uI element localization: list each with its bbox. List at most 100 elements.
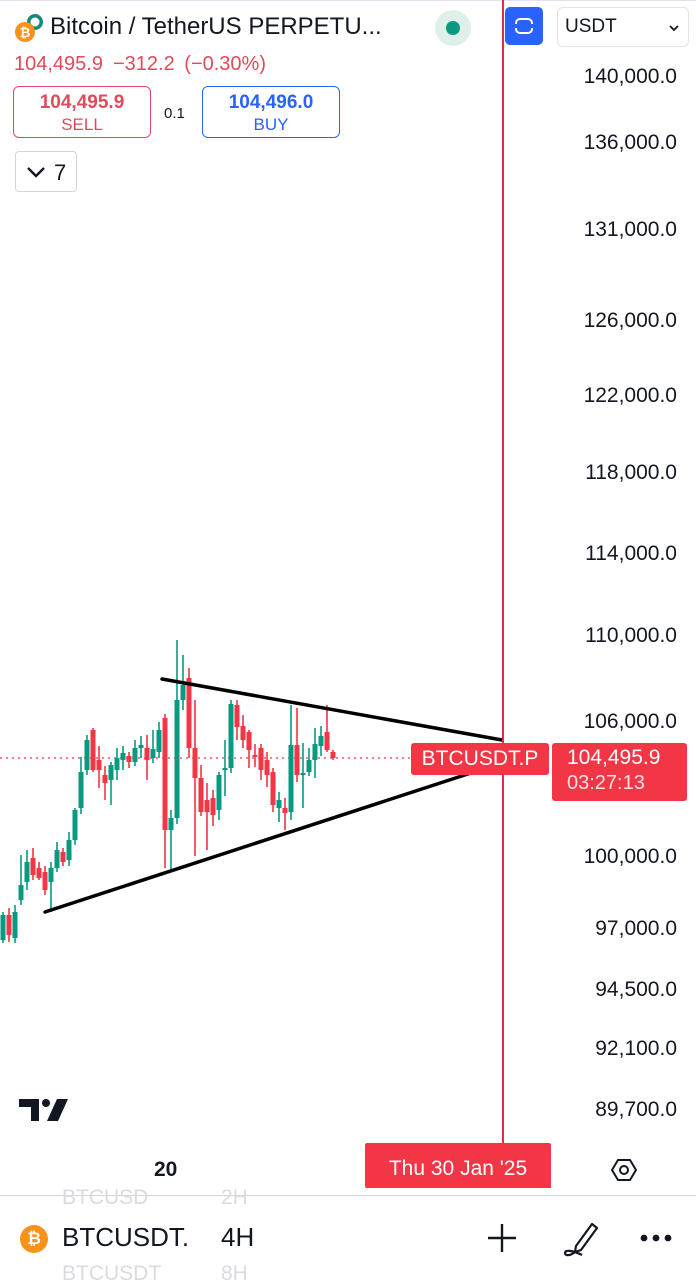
candle [162, 714, 168, 868]
candle [198, 765, 204, 816]
bitcoin-icon: ₿ [20, 1225, 48, 1253]
candle [312, 728, 318, 778]
candle [234, 700, 240, 740]
candle [78, 757, 84, 814]
bar-countdown: 03:27:13 [567, 772, 645, 794]
candle [132, 740, 138, 766]
candle [126, 752, 132, 768]
candle [108, 762, 114, 805]
candle [210, 790, 216, 826]
candle [90, 728, 96, 772]
candle [300, 743, 306, 808]
buy-price: 104,496.0 [228, 92, 314, 113]
chevron-down-icon [669, 25, 679, 32]
candle [168, 810, 174, 870]
price-axis-label: 89,700.0 [595, 1098, 677, 1121]
candle [216, 772, 222, 820]
candle [222, 740, 228, 796]
top-border [0, 0, 696, 1]
crosshair-date-tag: Thu 30 Jan '25 [365, 1143, 551, 1188]
currency-select[interactable]: USDT [557, 7, 689, 47]
price-axis-label: 126,000.0 [583, 309, 677, 332]
indicators-toggle-button[interactable]: 7 [15, 151, 77, 192]
candle [24, 850, 30, 890]
candle [270, 768, 276, 812]
sell-price: 104,495.9 [39, 92, 125, 113]
price-axis-label: 114,000.0 [585, 542, 677, 565]
candle [84, 735, 90, 775]
price-axis-label: 136,000.0 [583, 131, 677, 154]
candle [54, 842, 60, 872]
svg-text:₿: ₿ [20, 25, 31, 40]
price-axis-label: 100,000.0 [583, 845, 677, 868]
candle [60, 848, 66, 866]
market-open-dot-icon [446, 21, 460, 35]
price-axis-label: 97,000.0 [595, 917, 677, 940]
sell-button[interactable]: 104,495.9 SELL [13, 86, 151, 138]
candle [12, 905, 18, 943]
drawing-pen-icon[interactable] [562, 1218, 600, 1258]
price-axis-label: 131,000.0 [583, 218, 677, 241]
price-axis-label: 94,500.0 [595, 978, 677, 1001]
price-axis-label: 110,000.0 [585, 624, 677, 647]
plus-icon[interactable] [486, 1222, 518, 1254]
current-price: 104,495.9 [567, 746, 661, 769]
candle [240, 715, 246, 748]
candle [18, 855, 24, 905]
tradingview-logo-icon[interactable] [19, 1097, 69, 1123]
candle [264, 752, 270, 787]
trendline-lower[interactable] [43, 768, 482, 914]
current-price-tag: 104,495.9 03:27:13 [552, 743, 687, 801]
candle [276, 792, 282, 822]
candle [252, 744, 258, 767]
price-change-pct: (−0.30%) [184, 53, 266, 75]
candle [72, 808, 78, 845]
candle [204, 783, 210, 850]
candle [174, 640, 180, 824]
timeframe-selector[interactable]: 4H [221, 1222, 255, 1252]
symbol-title[interactable]: Bitcoin / TetherUS PERPETU... [50, 13, 382, 40]
symbol-selector[interactable]: BTCUSDT. [62, 1222, 190, 1252]
candle [66, 832, 72, 866]
price-axis-label: 140,000.0 [583, 65, 677, 88]
chevron-down-icon [27, 167, 45, 178]
bitcoin-tether-icon: ₿ [15, 14, 43, 42]
candle [288, 705, 294, 820]
last-price: 104,495.9 [14, 53, 103, 75]
candle [150, 730, 156, 763]
candle [294, 708, 300, 782]
buy-button[interactable]: 104,496.0 BUY [202, 86, 340, 138]
candle [330, 750, 336, 760]
price-change: −312.2 [112, 53, 175, 75]
candle [138, 736, 144, 758]
candlestick-chart[interactable] [0, 0, 696, 1160]
candle [282, 798, 288, 830]
candle [258, 744, 264, 780]
fullscreen-button[interactable] [505, 7, 543, 45]
price-axis-label: 122,000.0 [583, 384, 677, 407]
ghost-prev-symbol: BTCUSD [62, 1186, 149, 1209]
candle [246, 730, 252, 768]
crosshair-vertical-line [502, 0, 504, 1160]
time-axis-label: 20 [154, 1158, 178, 1181]
candle [318, 726, 324, 756]
candle [36, 862, 42, 880]
candle [144, 735, 150, 780]
candle [30, 848, 36, 880]
chart-settings-icon[interactable] [610, 1156, 638, 1184]
market-status-button[interactable] [435, 10, 471, 46]
currency-value: USDT [565, 16, 617, 37]
candle [306, 748, 312, 776]
sell-label: SELL [61, 115, 103, 134]
candle [102, 766, 108, 800]
candle [42, 866, 48, 895]
trendline-upper[interactable] [160, 677, 504, 742]
candle [96, 746, 102, 788]
candle [0, 912, 6, 943]
ghost-next-timeframe: 8H [221, 1262, 248, 1285]
ghost-prev-timeframe: 2H [221, 1186, 248, 1209]
price-summary: 104,495.9 −312.2 (−0.30%) [14, 53, 266, 76]
price-axis-label: 118,000.0 [585, 461, 677, 484]
more-options-icon[interactable] [638, 1228, 674, 1248]
candle [120, 746, 126, 770]
